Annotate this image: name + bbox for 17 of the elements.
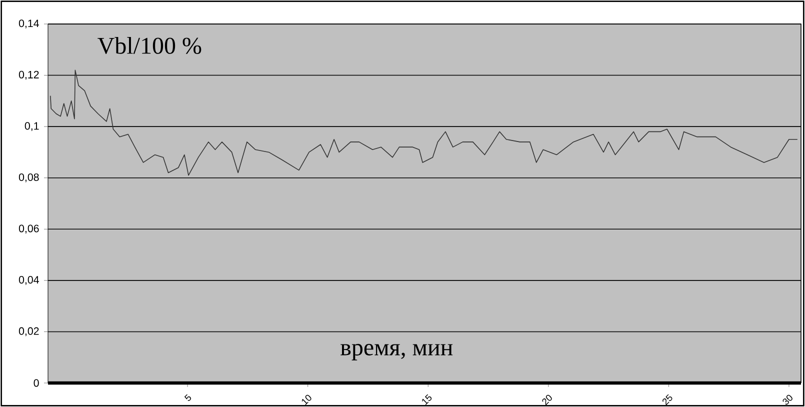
y-tick-label: 0,04 — [18, 276, 39, 285]
y-tick-label: 0,02 — [18, 327, 39, 336]
annotation: Vbl/100 % — [98, 37, 202, 54]
x-tick-label: 20 — [542, 394, 552, 406]
y-tick-label: 0,12 — [18, 70, 39, 80]
x-tick-label: 15 — [422, 394, 432, 406]
x-tick-label: 10 — [302, 394, 312, 406]
x-tick-label: 30 — [782, 394, 792, 405]
x-tick-label: 5 — [184, 394, 192, 401]
annotation: время, мин — [340, 344, 453, 360]
y-tick-label: 0,06 — [18, 224, 39, 234]
y-tick-label: 0,08 — [18, 173, 39, 182]
y-tick-label: 0,1 — [24, 122, 39, 131]
x-tick-label: 25 — [662, 394, 672, 406]
line-series — [50, 70, 798, 176]
y-tick-label: 0,14 — [18, 20, 39, 28]
y-tick-label: 0 — [34, 379, 39, 387]
